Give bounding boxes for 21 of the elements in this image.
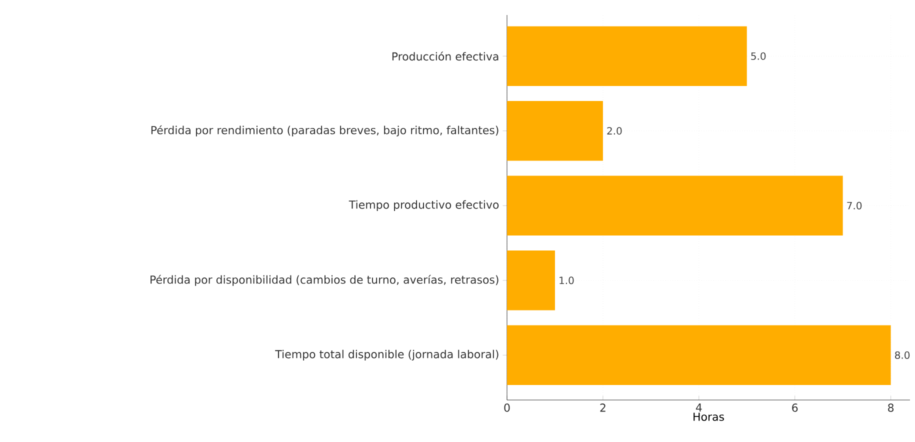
y-tick-label: Tiempo productivo efectivo bbox=[348, 200, 499, 211]
bar bbox=[507, 176, 843, 236]
bar bbox=[507, 26, 747, 86]
data-label: 7.0 bbox=[847, 202, 862, 210]
y-tick-label: Producción efectiva bbox=[392, 52, 498, 61]
data-label: 1.0 bbox=[560, 276, 574, 284]
y-tick-label: Pérdida por disponibilidad (cambios de turno, averías, retrasos) bbox=[150, 274, 498, 286]
y-tick-label: Pérdida por rendimiento (paradas breves, bajo ritmo, faltantes) bbox=[151, 125, 498, 136]
x-axis-title: Horas bbox=[694, 412, 724, 421]
bar bbox=[507, 250, 555, 310]
x-tick-label: 2 bbox=[600, 404, 606, 412]
data-label: 2.0 bbox=[607, 127, 622, 135]
data-label: 8.0 bbox=[895, 351, 910, 359]
x-tick-label: 0 bbox=[504, 404, 510, 412]
x-tick-label: 6 bbox=[792, 404, 798, 412]
x-tick-label: 8 bbox=[888, 404, 894, 412]
x-tick-label: 4 bbox=[696, 404, 702, 412]
y-tick-label: Tiempo total disponible (jornada laboral) bbox=[275, 350, 498, 360]
bar bbox=[507, 325, 891, 386]
bar bbox=[507, 100, 603, 161]
data-label: 5.0 bbox=[751, 52, 766, 60]
